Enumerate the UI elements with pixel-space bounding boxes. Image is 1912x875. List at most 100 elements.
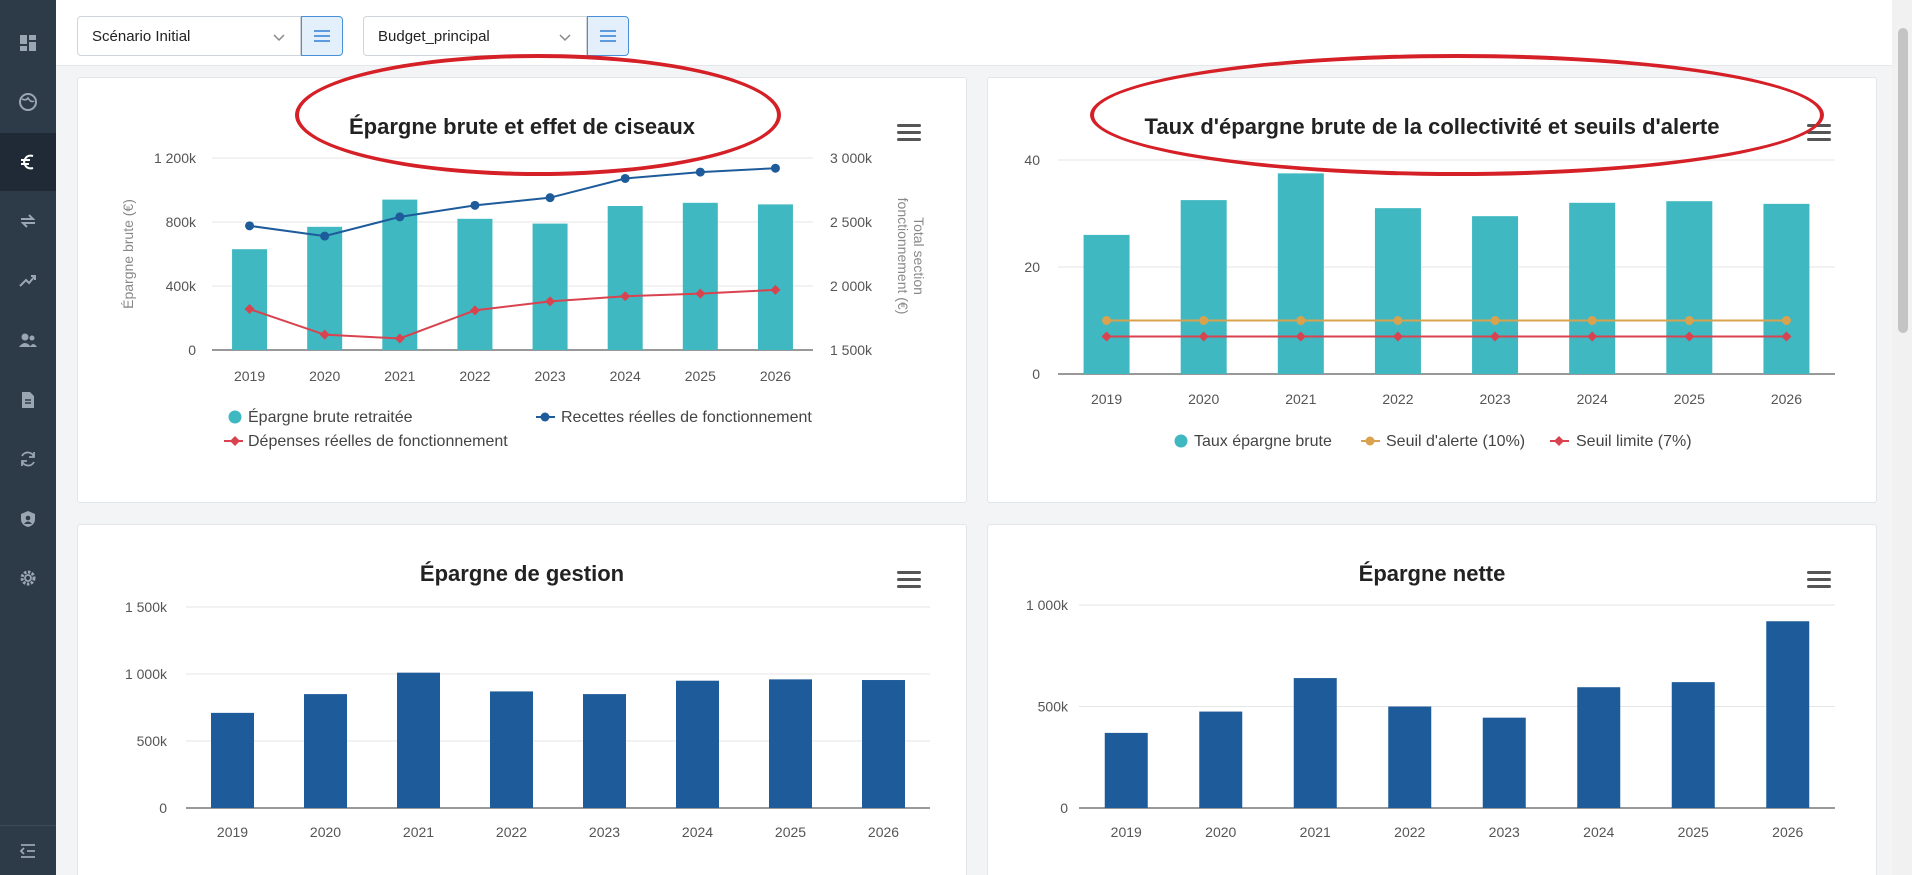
bar[interactable] — [1671, 682, 1715, 808]
x-tick-label: 2019 — [1111, 824, 1142, 840]
y-tick-label: 400k — [166, 278, 197, 294]
bar[interactable] — [304, 694, 347, 808]
bar[interactable] — [1666, 201, 1713, 374]
x-tick-label: 2023 — [534, 368, 565, 384]
users-icon — [19, 333, 37, 347]
chevron-down-icon — [273, 34, 285, 42]
y-tick-label: 1 500k — [125, 599, 168, 615]
bar[interactable] — [232, 249, 268, 350]
bar[interactable] — [1763, 203, 1810, 374]
budget-select[interactable]: Budget_principal — [363, 16, 587, 56]
bar[interactable] — [211, 712, 254, 808]
recettes-point[interactable] — [695, 167, 705, 177]
chart-menu-icon[interactable] — [1807, 571, 1831, 591]
seuil-limite-point — [1198, 331, 1209, 342]
seuil-alerte-point[interactable] — [1199, 316, 1209, 325]
seuil-alerte-point[interactable] — [1490, 316, 1500, 325]
bar[interactable] — [1482, 717, 1526, 808]
recettes-point[interactable] — [320, 231, 330, 241]
x-tick-label: 2019 — [234, 368, 265, 384]
bar[interactable] — [1199, 711, 1243, 808]
sidebar-item-globe[interactable] — [0, 73, 56, 131]
transfer-icon — [20, 214, 36, 228]
seuil-limite-point — [1295, 331, 1306, 342]
seuil-alerte-point[interactable] — [1296, 316, 1306, 325]
bar[interactable] — [490, 691, 533, 808]
sidebar — [0, 0, 56, 875]
scenario-list-button[interactable] — [301, 16, 343, 56]
legend-label: Recettes réelles de fonctionnement — [561, 409, 812, 426]
bar[interactable] — [862, 680, 905, 808]
depenses-point — [244, 304, 255, 315]
x-tick-label: 2022 — [496, 824, 527, 840]
x-tick-label: 2024 — [610, 368, 641, 384]
bar[interactable] — [397, 672, 440, 808]
recettes-point[interactable] — [470, 200, 480, 210]
chart-menu-icon[interactable] — [1807, 124, 1831, 144]
seuil-alerte-point[interactable] — [1393, 316, 1403, 325]
scenario-select[interactable]: Scénario Initial — [77, 16, 301, 56]
bar[interactable] — [382, 199, 418, 350]
sidebar-item-trend[interactable] — [0, 252, 56, 310]
recettes-point[interactable] — [545, 193, 555, 203]
recettes-point[interactable] — [245, 221, 255, 231]
bar[interactable] — [676, 680, 719, 808]
bar[interactable] — [1388, 706, 1432, 809]
y-tick-label: 1 000k — [125, 666, 168, 682]
bar[interactable] — [607, 206, 643, 350]
bar[interactable] — [1374, 208, 1421, 374]
bar[interactable] — [1293, 678, 1337, 808]
x-tick-label: 2021 — [1285, 391, 1316, 407]
bar[interactable] — [1766, 621, 1810, 808]
recettes-point[interactable] — [620, 173, 630, 183]
sidebar-item-refresh[interactable] — [0, 430, 56, 488]
chart-menu-icon[interactable] — [897, 571, 921, 591]
bar[interactable] — [457, 218, 493, 350]
bar[interactable] — [1569, 202, 1616, 374]
bar[interactable] — [307, 226, 343, 350]
collapse-menu-icon — [19, 843, 35, 858]
sidebar-item-gear[interactable] — [0, 549, 56, 607]
y-tick-label: 0 — [1032, 366, 1040, 382]
bar[interactable] — [1472, 216, 1519, 374]
bar[interactable] — [682, 202, 718, 350]
bar[interactable] — [1577, 687, 1621, 808]
dashboard-icon — [20, 35, 36, 51]
gear-icon — [20, 570, 36, 586]
seuil-alerte-point[interactable] — [1587, 316, 1597, 325]
depenses-point — [394, 333, 405, 344]
trend-icon — [19, 275, 36, 287]
seuil-alerte-point[interactable] — [1684, 316, 1694, 325]
bar[interactable] — [1083, 234, 1130, 374]
bar[interactable] — [1104, 732, 1148, 808]
sidebar-item-dashboard[interactable] — [0, 14, 56, 72]
x-tick-label: 2026 — [868, 824, 899, 840]
bar[interactable] — [583, 694, 626, 808]
bar[interactable] — [757, 204, 793, 350]
top-toolbar: Scénario Initial Budget_principal — [56, 0, 1912, 66]
sidebar-item-euro[interactable] — [0, 133, 56, 191]
chart-svg: 40 20 0 2019 2020 2021 2022 2023 2024 2025 2026 Tau… — [1024, 152, 1835, 450]
seuil-alerte-point[interactable] — [1102, 316, 1112, 325]
seuil-alerte-point[interactable] — [1781, 316, 1791, 325]
bar[interactable] — [769, 679, 812, 808]
recettes-point[interactable] — [770, 163, 780, 173]
x-tick-label: 2019 — [1091, 391, 1122, 407]
chart-menu-icon[interactable] — [897, 124, 921, 144]
seuil-limite-point — [1587, 331, 1598, 342]
bar[interactable] — [532, 223, 568, 350]
x-tick-label: 2022 — [1394, 824, 1425, 840]
scrollbar-thumb[interactable] — [1898, 28, 1908, 333]
sidebar-item-shield[interactable] — [0, 490, 56, 548]
y-tick-label: 40 — [1024, 152, 1040, 168]
sidebar-item-transfer[interactable] — [0, 192, 56, 250]
collapse-sidebar-button[interactable] — [0, 825, 56, 875]
bar[interactable] — [1277, 173, 1324, 374]
budget-select-group: Budget_principal — [363, 16, 629, 56]
bar[interactable] — [1180, 200, 1227, 374]
sidebar-item-document[interactable] — [0, 371, 56, 429]
page-scrollbar[interactable] — [1892, 0, 1912, 875]
sidebar-item-users[interactable] — [0, 311, 56, 369]
recettes-point[interactable] — [395, 212, 405, 222]
budget-list-button[interactable] — [587, 16, 629, 56]
